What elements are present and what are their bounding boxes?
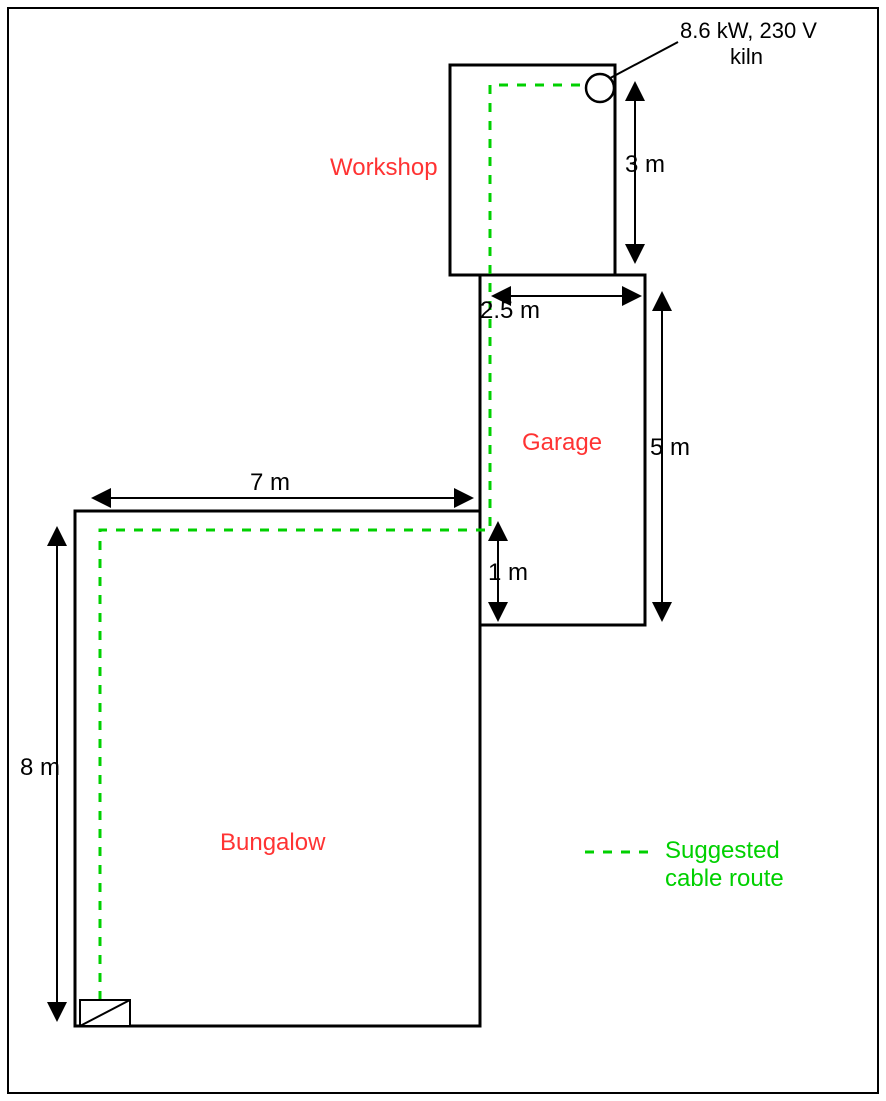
floorplan-diagram: 8.6 kW, 230 Vkiln 8 m 7 m 1 m 2.5 m 5 m 3 m Bun… [0,0,886,1101]
dim-garage_w-label: 2.5 m [480,297,540,324]
dim-bungalow_w-label: 7 m [250,469,290,496]
kiln-note-line2: kiln [730,44,763,69]
legend-line1: Suggested [665,837,780,864]
bungalow-label: Bungalow [220,829,326,856]
outer-border [8,8,878,1093]
dim-garage_h-label: 5 m [650,434,690,461]
dim-bungalow_h-label: 8 m [20,754,60,781]
dim-workshop_h-label: 3 m [625,151,665,178]
workshop-label: Workshop [330,154,438,181]
kiln-note-line1: 8.6 kW, 230 V [680,18,817,43]
dim-garage_gap-label: 1 m [488,559,528,586]
garage-label: Garage [522,429,602,456]
legend-line2: cable route [665,865,784,892]
